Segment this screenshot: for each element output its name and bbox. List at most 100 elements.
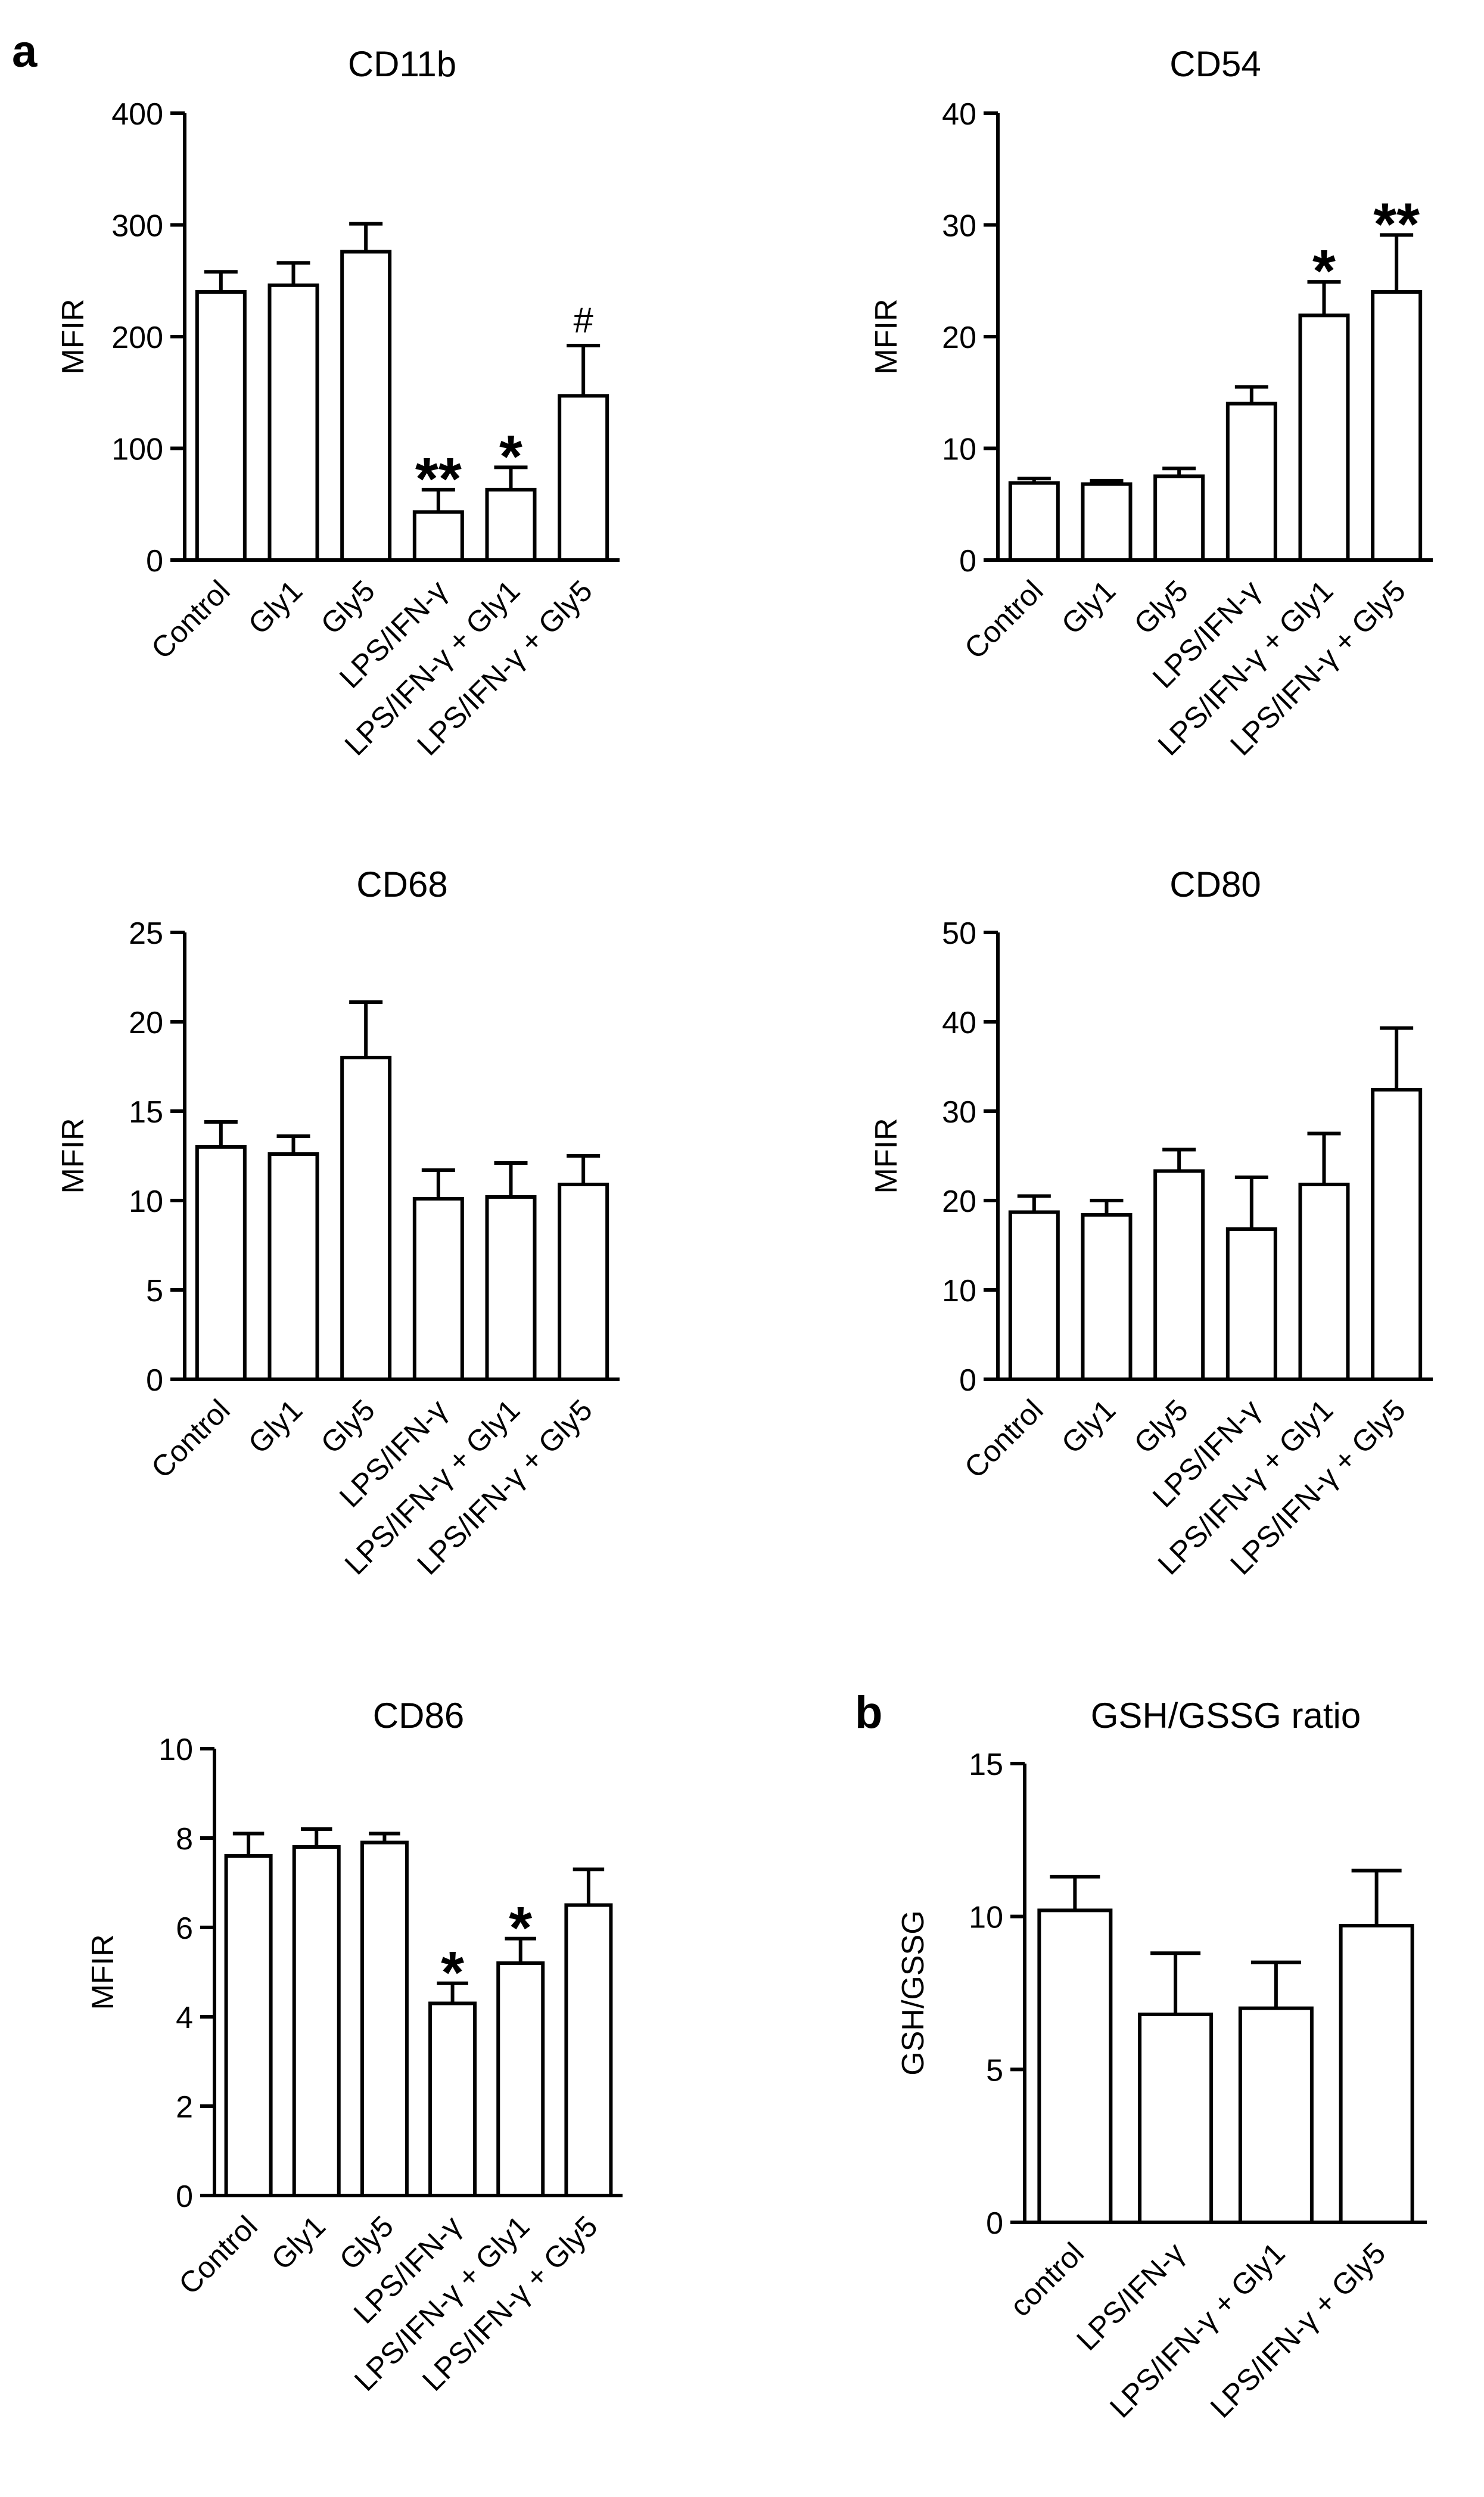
x-tick-label: control bbox=[1003, 2236, 1090, 2323]
y-axis-label: MFIR bbox=[869, 298, 904, 374]
y-tick-label: 5 bbox=[146, 1274, 163, 1308]
y-tick-label: 20 bbox=[129, 1006, 163, 1040]
y-tick-label: 2 bbox=[176, 2090, 193, 2125]
y-tick-label: 4 bbox=[176, 2001, 193, 2035]
x-tick-label: Control bbox=[172, 2209, 264, 2301]
y-tick-label: 40 bbox=[942, 97, 976, 132]
bar bbox=[1081, 1213, 1133, 1381]
x-tick-label: Gly1 bbox=[242, 1393, 309, 1460]
y-tick-label: 0 bbox=[986, 2206, 1003, 2241]
bar bbox=[412, 1197, 464, 1381]
bar bbox=[267, 283, 319, 562]
x-tick-label: Control bbox=[145, 574, 237, 666]
y-axis-label: MFIR bbox=[86, 1934, 120, 2010]
bar bbox=[267, 1152, 319, 1381]
bar bbox=[564, 1903, 613, 2197]
y-tick-label: 10 bbox=[158, 1733, 193, 1767]
y-tick-label: 8 bbox=[176, 1822, 193, 1857]
bar bbox=[558, 1183, 609, 1381]
y-tick-label: 15 bbox=[969, 1747, 1003, 1782]
y-tick-label: 10 bbox=[942, 1274, 976, 1308]
bar bbox=[195, 1145, 247, 1381]
y-tick-label: 0 bbox=[959, 1363, 976, 1398]
bar bbox=[1298, 1183, 1350, 1381]
bar bbox=[292, 1845, 341, 2197]
y-tick-label: 5 bbox=[986, 2053, 1003, 2088]
x-tick-label: Gly5 bbox=[315, 574, 381, 640]
y-tick-label: 30 bbox=[942, 209, 976, 244]
y-tick-label: 100 bbox=[111, 433, 163, 467]
x-tick-label: Gly5 bbox=[1128, 1393, 1194, 1460]
x-tick-label: Gly5 bbox=[315, 1393, 381, 1460]
bar bbox=[1371, 1088, 1423, 1381]
bar bbox=[1138, 2012, 1214, 2225]
bar bbox=[412, 510, 464, 562]
y-tick-label: 15 bbox=[129, 1095, 163, 1130]
y-tick-label: 20 bbox=[942, 1184, 976, 1219]
bar bbox=[340, 250, 392, 562]
significance-marker: * bbox=[441, 1939, 464, 2006]
y-tick-label: 10 bbox=[969, 1901, 1003, 1935]
significance-marker: * bbox=[1312, 238, 1336, 304]
bar bbox=[340, 1056, 392, 1381]
bar bbox=[485, 487, 537, 562]
y-tick-label: 30 bbox=[942, 1095, 976, 1130]
bar bbox=[1081, 482, 1133, 562]
y-tick-label: 6 bbox=[176, 1911, 193, 1946]
y-tick-label: 200 bbox=[111, 321, 163, 355]
y-tick-label: 0 bbox=[959, 544, 976, 579]
significance-marker: ** bbox=[415, 446, 462, 512]
y-tick-label: 50 bbox=[942, 916, 976, 951]
y-tick-label: 0 bbox=[176, 2179, 193, 2214]
x-tick-label: LPS/IFN-γ + Gly5 bbox=[1204, 2236, 1392, 2424]
bar bbox=[1371, 290, 1423, 562]
y-axis-label: GSH/GSSG bbox=[896, 1910, 931, 2075]
y-tick-label: 0 bbox=[146, 544, 163, 579]
bar bbox=[1225, 1227, 1277, 1381]
y-tick-label: 400 bbox=[111, 97, 163, 132]
y-tick-label: 40 bbox=[942, 1006, 976, 1040]
bar bbox=[1008, 1210, 1060, 1381]
x-tick-label: Control bbox=[145, 1393, 237, 1485]
panel-label-b: b bbox=[855, 1687, 882, 1738]
y-tick-label: 300 bbox=[111, 209, 163, 244]
y-axis-label: MFIR bbox=[56, 1118, 91, 1193]
y-tick-label: 20 bbox=[942, 321, 976, 355]
panel-label-a: a bbox=[12, 26, 38, 77]
significance-marker: * bbox=[499, 423, 522, 490]
chart-title: CD11b bbox=[348, 44, 456, 84]
significance-marker: ** bbox=[1373, 191, 1420, 257]
chart-title: CD86 bbox=[373, 1696, 464, 1736]
bar bbox=[558, 394, 609, 562]
bar bbox=[1037, 1908, 1113, 2224]
bar bbox=[428, 2001, 477, 2197]
bar bbox=[1238, 2006, 1314, 2225]
bar bbox=[496, 1961, 545, 2197]
x-tick-label: Gly1 bbox=[1055, 1393, 1122, 1460]
y-tick-label: 0 bbox=[146, 1363, 163, 1398]
bar bbox=[1153, 474, 1205, 562]
y-tick-label: 10 bbox=[942, 433, 976, 467]
x-tick-label: Gly1 bbox=[1055, 574, 1122, 640]
chart-5: GSH/GSSG ratioGSH/GSSG051015controlLPS/I… bbox=[896, 1696, 1427, 2424]
bar bbox=[1298, 313, 1350, 562]
chart-title: GSH/GSSG ratio bbox=[1091, 1696, 1361, 1736]
x-tick-label: Control bbox=[958, 1393, 1050, 1485]
y-axis-label: MFIR bbox=[869, 1118, 904, 1193]
chart-title: CD68 bbox=[356, 865, 447, 904]
significance-marker: * bbox=[509, 1895, 532, 1961]
x-tick-label: Gly1 bbox=[242, 574, 309, 640]
x-tick-label: LPS/IFN-γ + Gly1 bbox=[1103, 2236, 1292, 2424]
bar bbox=[1339, 1924, 1414, 2224]
y-tick-label: 10 bbox=[129, 1184, 163, 1219]
significance-marker: # bbox=[573, 300, 593, 340]
y-tick-label: 25 bbox=[129, 916, 163, 951]
x-tick-label: Control bbox=[958, 574, 1050, 666]
bar bbox=[195, 290, 247, 562]
chart-title: CD54 bbox=[1169, 44, 1261, 84]
